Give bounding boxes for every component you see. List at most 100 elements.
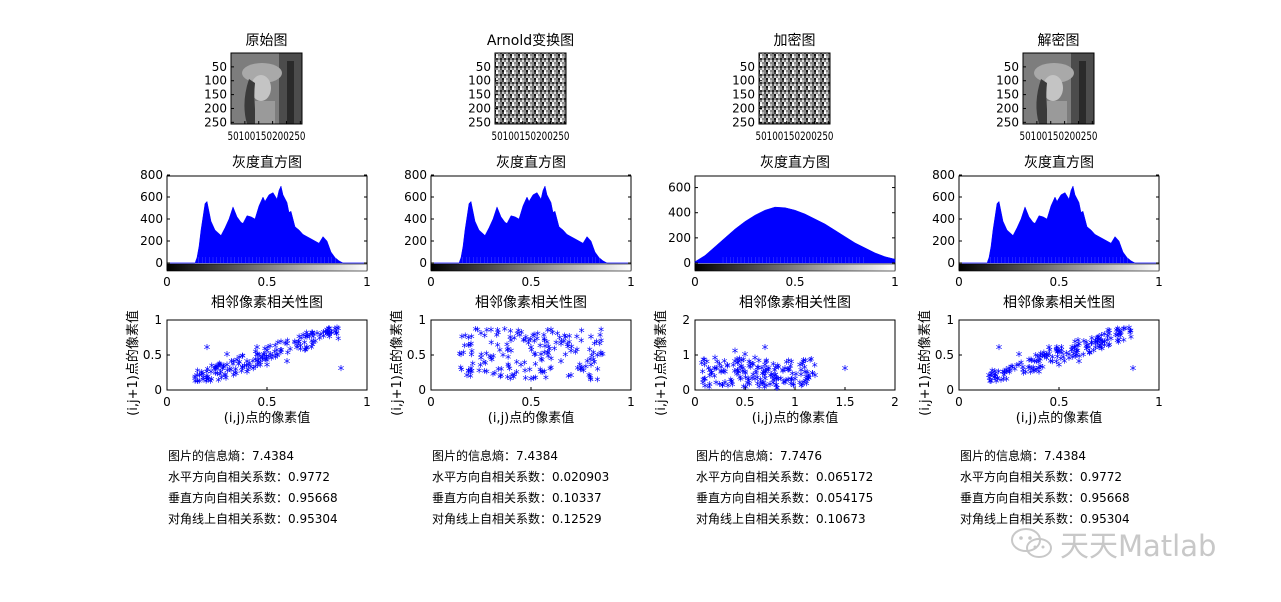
watermark: 天天Matlab [1010,522,1216,566]
scatter-point: * [338,364,345,379]
scatter-point: * [253,347,259,361]
scatter-point: * [583,361,589,375]
scatter-point: * [548,363,554,377]
scatter-point: * [484,366,490,380]
scatter-point: * [205,364,211,378]
scatter-point: * [304,328,310,342]
scatter-point: * [231,356,237,370]
scatter-ylabel: (i,j+1)点的像素值 [389,310,405,416]
scatter-point: * [465,340,471,354]
histogram-xtick-label: 0 [691,275,699,289]
scatter-point: * [713,378,719,392]
scatter-point: * [1116,329,1122,343]
scatter-point: * [199,367,205,381]
scatter-point: * [594,350,600,364]
scatter-point: * [216,358,222,372]
scatter-point: * [222,371,228,385]
scatter-point: * [575,363,581,377]
scatter-point: * [1054,352,1060,366]
scatter-point: * [544,337,550,351]
scatter-point: * [309,339,315,353]
histogram-xtick-label: 1 [363,275,371,289]
scatter-point: * [1041,350,1047,364]
histogram-area [431,185,631,264]
scatter-point: * [310,327,316,341]
scatter-point: * [295,337,301,351]
scatter-point: * [522,373,528,387]
scatter-point: * [987,376,993,390]
scatter-point: * [314,329,321,344]
scatter-point: * [1087,347,1093,361]
scatter-point: * [1023,367,1029,381]
scatter-point: * [282,338,288,352]
scatter-point: * [261,349,267,363]
scatter-point: * [317,333,323,347]
image-ytick-label: 150 [732,88,755,102]
scatter-point: * [312,336,318,350]
hair-shape [1036,79,1049,124]
scatter-point: * [1069,344,1075,358]
scatter-point: * [1040,351,1046,365]
scatter-point: * [749,359,755,373]
scatter-point: * [325,327,331,341]
scatter-point: * [728,374,734,388]
scatter-point: * [775,361,781,375]
scatter-point: * [322,326,328,340]
scatter-point: * [1042,351,1048,365]
scatter-point: * [762,373,768,387]
scatter-point: * [722,378,729,393]
scatter-point: * [743,373,749,387]
scatter-point: * [542,341,548,355]
vertical-corr-text: 垂直方向自相关系数：0.95668 [960,491,1130,505]
scatter-point: * [490,351,496,365]
scatter-point: * [279,345,285,359]
scatter-point: * [505,361,511,375]
scatter-point: * [749,373,755,387]
scatter-point: * [326,329,332,343]
scatter-point: * [729,379,735,393]
scatter-point: * [725,381,731,395]
scatter-point: * [1073,347,1079,361]
scatter-point: * [478,354,485,369]
scatter-point: * [772,365,778,379]
scatter-point: * [546,344,552,358]
histogram-ytick-label: 200 [932,234,955,248]
scatter-point: * [1036,368,1043,383]
scatter-point: * [734,369,740,383]
hair-shape [244,79,257,124]
scatter-point: * [505,360,511,374]
scatter-point: * [504,345,510,359]
scatter-point: * [780,366,786,380]
histogram-area [959,185,1159,264]
scatter-point: * [532,349,538,363]
scatter-point: * [458,350,465,365]
scatter-point: * [1106,340,1112,354]
scatter-point: * [304,333,311,348]
scatter-point: * [734,365,740,379]
scatter-ytick-label: 0.5 [143,348,162,362]
histogram-2: 灰度直方图 0 200 400 600 800 0 0.5 1 [404,154,635,289]
scatter-point: * [332,323,338,337]
scatter-ytick-label: 0 [946,383,954,397]
image-ytick-label: 200 [468,101,491,115]
scatter-point: * [278,348,284,362]
scatter-point: * [228,356,234,370]
scatter-point: * [706,382,712,396]
scatter-point: * [494,330,500,344]
scatter-point: * [1033,356,1039,370]
scatter-point: * [1105,331,1111,345]
scatter-point: * [267,349,273,363]
scatter-point: * [803,372,809,386]
scatter-point: * [487,351,493,365]
scatter-point: * [842,364,849,379]
scatter-point: * [992,370,998,384]
scatter-point: * [1030,365,1036,379]
scatter-point: * [755,362,761,376]
scatter-point: * [221,362,227,376]
scatter-point: * [563,332,569,346]
scatter-point: * [469,366,475,380]
scatter-point: * [572,347,578,361]
scatter-point: * [214,364,221,379]
